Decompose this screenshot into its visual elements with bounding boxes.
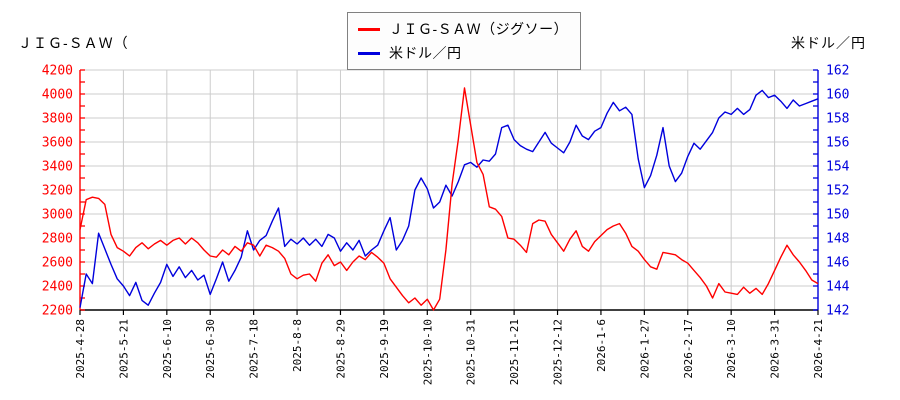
legend-red-line-swatch (358, 27, 380, 31)
left-axis-tick-label: 2600 (42, 256, 73, 271)
x-axis-tick-label: 2026-3-10 (725, 319, 738, 379)
series-line-jigsaw (79, 87, 819, 311)
x-axis-tick-label: 2025-11-21 (508, 319, 521, 385)
x-axis-tick-label: 2026-3-31 (769, 319, 782, 379)
x-axis-tick-label: 2026-2-17 (682, 319, 695, 379)
series-line-usdjpy (79, 89, 819, 308)
left-axis-tick-label: 3400 (42, 160, 73, 175)
chart-title-right: 米ドル／円 (791, 35, 866, 51)
right-axis-tick-label: 144 (826, 280, 850, 295)
x-axis-tick-label: 2025-12-12 (552, 319, 565, 385)
right-axis-tick-label: 158 (826, 112, 849, 127)
left-axis-tick-label: 3000 (42, 208, 73, 223)
left-axis-tick-label: 3200 (42, 184, 73, 199)
left-axis-tick-label: 4000 (42, 88, 73, 103)
left-axis-tick-label: 3600 (42, 136, 73, 151)
right-axis-tick-label: 156 (826, 136, 849, 151)
x-axis-tick-label: 2025-6-30 (204, 319, 217, 379)
legend-item-jigsaw: ＪＩＧ-ＳＡＷ（ジグソー） (358, 19, 568, 39)
right-axis-tick-label: 148 (826, 232, 849, 247)
x-axis-tick-label: 2026-1-6 (595, 319, 608, 372)
x-axis-tick-label: 2025-8-29 (334, 319, 347, 379)
right-axis-tick-label: 160 (826, 88, 849, 103)
left-axis-tick-label: 2200 (42, 304, 73, 319)
x-axis-tick-label: 2025-6-10 (161, 319, 174, 379)
right-axis-tick-label: 142 (826, 304, 849, 319)
left-axis-tick-label: 4200 (42, 64, 73, 79)
legend: ＪＩＧ-ＳＡＷ（ジグソー） 米ドル／円 (347, 12, 582, 70)
left-axis-tick-label: 2400 (42, 280, 73, 295)
right-axis-tick-label: 154 (826, 160, 850, 175)
x-axis-tick-label: 2025-4-28 (74, 319, 87, 379)
chart-title-left: ＪＩＧ-ＳＡＷ（ (18, 35, 129, 51)
x-axis-tick-label: 2026-1-27 (638, 319, 651, 379)
right-axis-tick-label: 150 (826, 208, 849, 223)
x-axis-tick-label: 2026-4-21 (812, 319, 825, 379)
right-axis-tick-label: 162 (826, 64, 849, 79)
x-axis-tick-label: 2025-9-19 (378, 319, 391, 379)
x-axis-tick-label: 2025-7-18 (248, 319, 261, 379)
legend-label-jigsaw: ＪＩＧ-ＳＡＷ（ジグソー） (389, 21, 569, 37)
x-axis-tick-label: 2025-5-21 (117, 319, 130, 379)
left-axis-tick-label: 3800 (42, 112, 73, 127)
legend-label-usdjpy: 米ドル／円 (389, 45, 462, 61)
legend-item-usdjpy: 米ドル／円 (358, 43, 568, 63)
right-axis-tick-label: 146 (826, 256, 849, 271)
x-axis-tick-label: 2025-10-10 (421, 319, 434, 385)
x-axis-tick-label: 2025-10-31 (465, 319, 478, 385)
x-axis-tick-label: 2025-8-8 (291, 319, 304, 372)
left-axis-tick-label: 2800 (42, 232, 73, 247)
legend-blue-line-swatch (358, 51, 380, 55)
right-axis-tick-label: 152 (826, 184, 849, 199)
